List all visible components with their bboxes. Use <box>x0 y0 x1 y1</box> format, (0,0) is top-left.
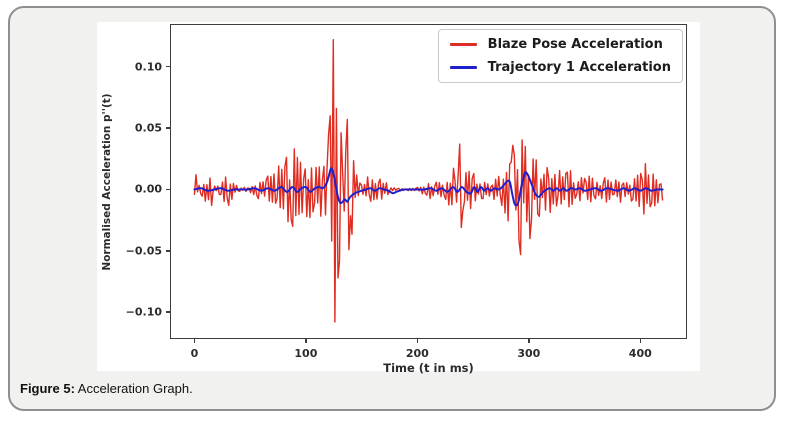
y-tick-label: 0.05 <box>134 121 162 135</box>
y-tick-label: 0.00 <box>134 182 162 196</box>
x-tick-mark <box>193 338 196 343</box>
x-tick-mark <box>639 338 642 343</box>
axes-area: Normalised Acceleration p''(t) Time (t i… <box>101 24 687 375</box>
y-tick-label: 0.10 <box>134 60 162 74</box>
y-tick-mark <box>166 188 171 191</box>
blaze-pose-series-line <box>193 38 664 323</box>
x-tick-mark <box>416 338 419 343</box>
figure-card: Normalised Acceleration p''(t) Time (t i… <box>8 6 776 411</box>
plot-image: Normalised Acceleration p''(t) Time (t i… <box>97 22 700 375</box>
x-tick-label: 0 <box>190 347 199 360</box>
legend-label: Trajectory 1 Acceleration <box>487 59 671 75</box>
y-axis-label: Normalised Acceleration p''(t) <box>101 92 113 271</box>
x-tick-label: 400 <box>628 347 652 360</box>
x-tick-label: 200 <box>405 347 429 360</box>
x-axis-label: Time (t in ms) <box>383 361 474 375</box>
x-tick-label: 100 <box>294 347 318 360</box>
legend-label: Blaze Pose Acceleration <box>487 37 663 52</box>
y-tick-mark <box>166 127 171 129</box>
figure-caption: Figure 5: Acceleration Graph. <box>20 381 193 396</box>
trajectory-1-series-line <box>193 167 664 207</box>
legend-entry-trajectory-1: Trajectory 1 Acceleration <box>449 59 671 76</box>
figure-caption-text: Acceleration Graph. <box>74 381 193 396</box>
x-tick-label: 300 <box>517 347 541 360</box>
x-tick-mark <box>305 338 307 343</box>
blue-line-swatch-icon <box>449 65 477 69</box>
y-tick-label: −0.05 <box>125 244 162 258</box>
red-line-swatch-icon <box>449 43 477 47</box>
figure-caption-label: Figure 5: <box>20 381 75 396</box>
y-tick-mark <box>166 311 171 313</box>
waveform-canvas <box>193 38 664 323</box>
legend: Blaze Pose Acceleration Trajectory 1 Acc… <box>437 29 683 84</box>
y-tick-label: −0.10 <box>125 305 162 319</box>
y-tick-mark <box>166 250 171 252</box>
x-tick-mark <box>528 338 530 343</box>
y-tick-mark <box>166 65 171 68</box>
legend-entry-blaze-pose: Blaze Pose Acceleration <box>449 37 671 53</box>
